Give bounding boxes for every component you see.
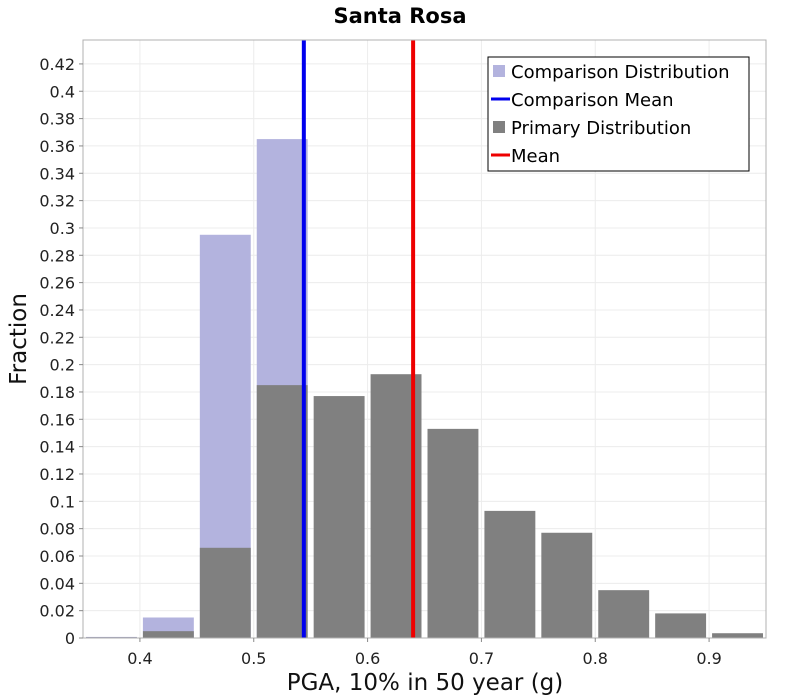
y-tick-label: 0.14 (39, 438, 75, 457)
x-tick-label: 0.4 (127, 649, 152, 668)
primary-bars (86, 374, 763, 638)
primary-bar-1 (142, 631, 194, 638)
legend-swatch-comparison-distribution (493, 65, 505, 77)
legend-label-primary-distribution: Primary Distribution (511, 118, 691, 139)
legend: Comparison Distribution Comparison Mean Pr… (487, 56, 750, 172)
primary-bar-10 (655, 613, 707, 638)
primary-bar-11 (712, 633, 763, 638)
x-tick-label: 0.6 (355, 649, 380, 668)
plot-frame (82, 39, 767, 639)
y-tick-label: 0 (65, 629, 75, 648)
y-tick-label: 0.12 (39, 465, 75, 484)
primary-bar-9 (598, 590, 650, 638)
legend-swatch-primary-distribution (493, 121, 505, 133)
mean-lines (301, 40, 416, 638)
chart-title: Santa Rosa (333, 4, 466, 28)
x-tick-label: 0.5 (241, 649, 266, 668)
legend-box (487, 56, 750, 172)
y-tick-label: 0.3 (50, 219, 75, 238)
primary-bar-6 (427, 428, 479, 638)
x-tick-label: 0.7 (469, 649, 494, 668)
y-tick-label: 0.16 (39, 410, 75, 429)
y-tick-label: 0.26 (39, 274, 75, 293)
y-tick-label: 0.02 (39, 602, 75, 621)
y-tick-label: 0.38 (39, 110, 75, 129)
y-tick-label: 0.22 (39, 328, 75, 347)
y-tick-label: 0.1 (50, 492, 75, 511)
y-tick-label: 0.2 (50, 356, 75, 375)
x-axis: 0.4 0.5 0.6 0.7 0.8 0.9 (127, 638, 722, 668)
y-tick-label: 0.18 (39, 383, 75, 402)
y-tick-label: 0.08 (39, 520, 75, 539)
y-tick-label: 0.32 (39, 192, 75, 211)
y-axis: 0 0.02 0.04 0.06 0.08 0.1 0.12 0.14 0.16 0.18 0.2 0… (39, 55, 83, 648)
primary-bar-8 (541, 532, 593, 638)
y-tick-label: 0.28 (39, 246, 75, 265)
x-tick-label: 0.9 (696, 649, 721, 668)
primary-bar-4 (313, 396, 365, 638)
y-tick-label: 0.04 (39, 574, 75, 593)
legend-label-comparison-distribution: Comparison Distribution (511, 62, 730, 83)
y-tick-label: 0.34 (39, 164, 75, 183)
y-tick-label: 0.24 (39, 301, 75, 320)
x-axis-title: PGA, 10% in 50 year (g) (287, 670, 564, 696)
primary-bar-7 (484, 510, 536, 638)
y-tick-label: 0.06 (39, 547, 75, 566)
primary-bar-3 (256, 385, 308, 638)
primary-bar-2 (199, 547, 251, 638)
y-axis-title: Fraction (6, 293, 32, 385)
legend-label-comparison-mean: Comparison Mean (511, 90, 674, 111)
y-tick-label: 0.36 (39, 137, 75, 156)
x-tick-label: 0.8 (583, 649, 608, 668)
y-tick-label: 0.42 (39, 55, 75, 74)
y-tick-label: 0.4 (50, 82, 75, 101)
legend-label-mean: Mean (511, 146, 560, 167)
